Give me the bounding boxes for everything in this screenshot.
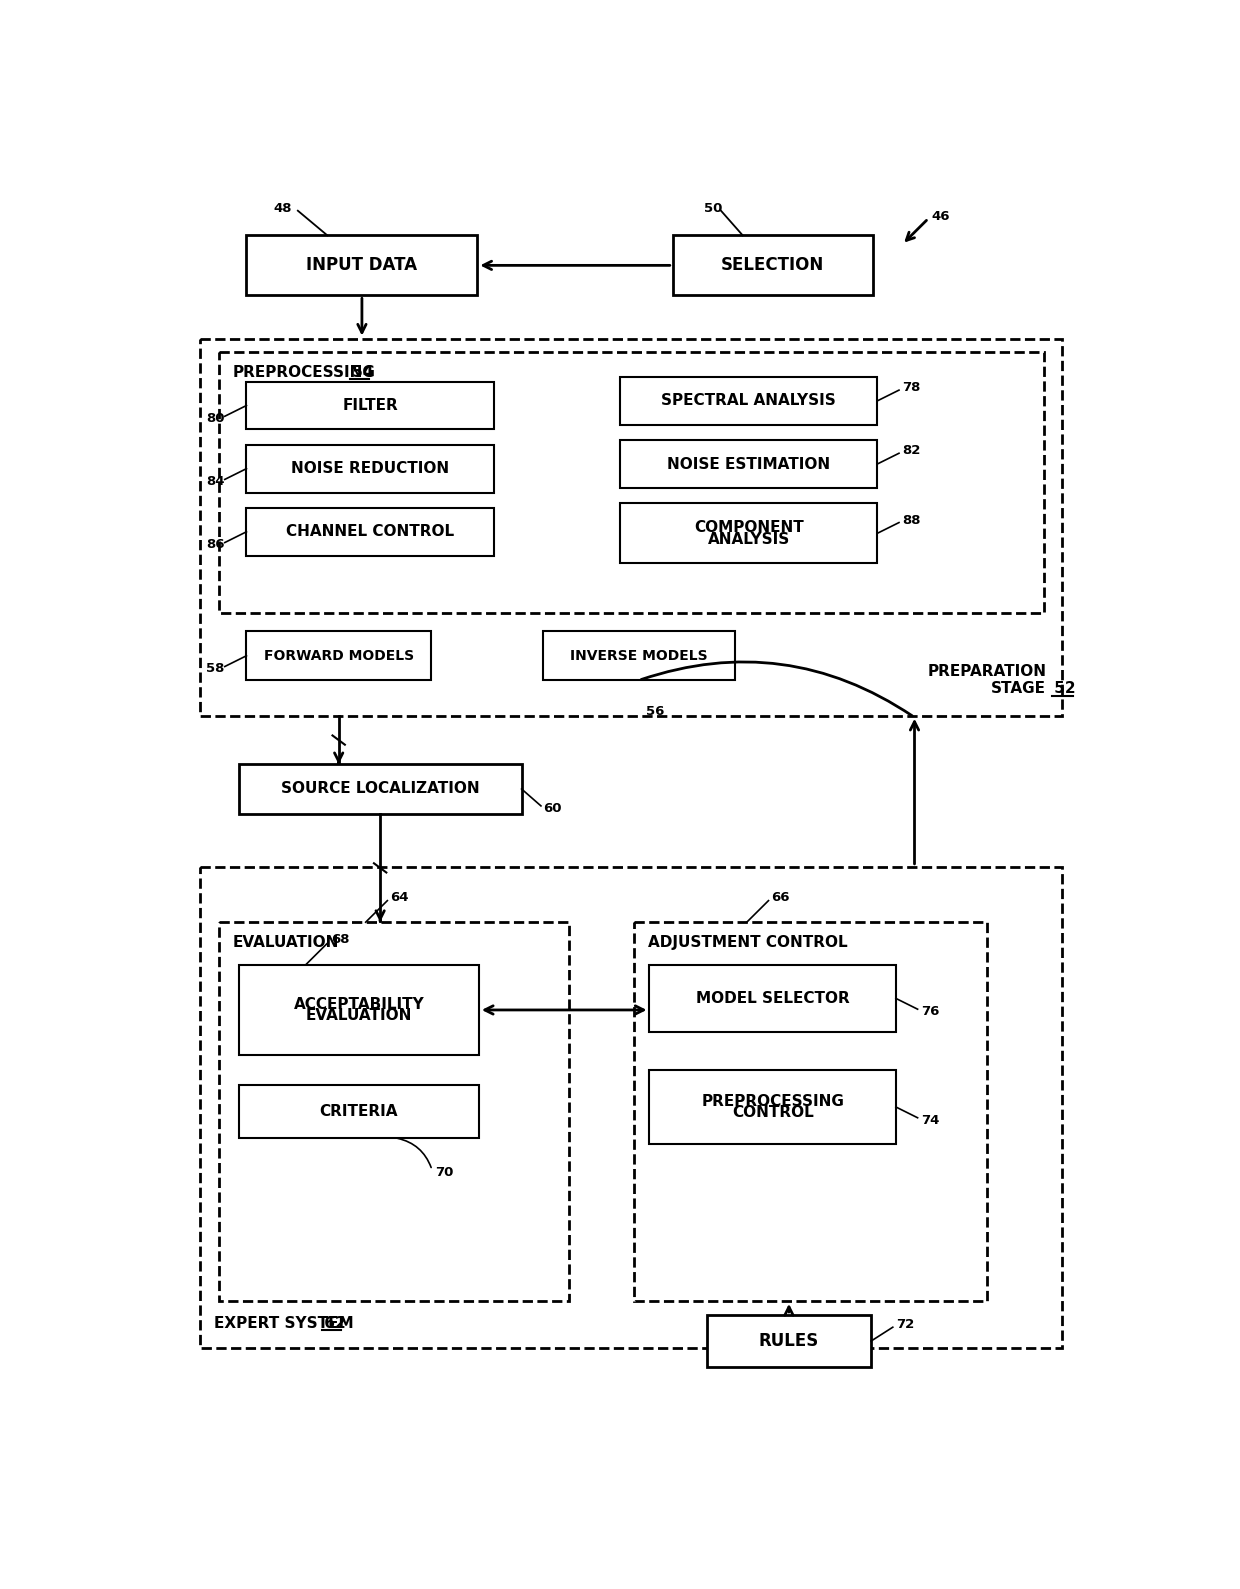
- Text: PREPARATION: PREPARATION: [928, 664, 1047, 679]
- Text: 72: 72: [895, 1319, 914, 1332]
- Text: 74: 74: [920, 1114, 939, 1127]
- Bar: [620, 440, 878, 488]
- Bar: [200, 866, 1061, 1347]
- Text: 80: 80: [206, 412, 224, 426]
- Bar: [247, 235, 477, 296]
- Text: 76: 76: [920, 1004, 939, 1019]
- Text: 78: 78: [903, 381, 920, 394]
- Text: NOISE ESTIMATION: NOISE ESTIMATION: [667, 456, 831, 472]
- Bar: [650, 965, 895, 1033]
- Text: 46: 46: [931, 210, 950, 222]
- Bar: [247, 445, 495, 493]
- Text: 58: 58: [206, 663, 224, 675]
- Text: 56: 56: [646, 704, 665, 718]
- Text: EVALUATION: EVALUATION: [305, 1009, 412, 1023]
- Text: 66: 66: [771, 891, 790, 904]
- Bar: [238, 1085, 479, 1138]
- Text: 86: 86: [206, 539, 224, 551]
- Text: NOISE REDUCTION: NOISE REDUCTION: [291, 461, 450, 477]
- Text: COMPONENT: COMPONENT: [693, 520, 804, 535]
- Text: 70: 70: [435, 1166, 454, 1179]
- Bar: [543, 631, 734, 680]
- Bar: [634, 922, 987, 1301]
- Text: CONTROL: CONTROL: [732, 1106, 813, 1120]
- Text: 54: 54: [347, 365, 373, 380]
- Text: RULES: RULES: [759, 1332, 820, 1351]
- Text: PREPROCESSING: PREPROCESSING: [702, 1093, 844, 1109]
- Text: 82: 82: [903, 445, 920, 458]
- Bar: [238, 764, 522, 814]
- Text: 84: 84: [206, 475, 224, 488]
- Text: FORWARD MODELS: FORWARD MODELS: [264, 648, 414, 663]
- Text: ADJUSTMENT CONTROL: ADJUSTMENT CONTROL: [649, 934, 847, 950]
- Bar: [650, 1069, 895, 1144]
- Text: EXPERT SYSTEM: EXPERT SYSTEM: [215, 1316, 353, 1332]
- Text: STAGE: STAGE: [991, 682, 1047, 696]
- Bar: [620, 377, 878, 424]
- Text: INVERSE MODELS: INVERSE MODELS: [570, 648, 707, 663]
- Text: ANALYSIS: ANALYSIS: [708, 532, 790, 547]
- Text: 50: 50: [704, 202, 723, 215]
- Bar: [247, 381, 495, 429]
- Text: SPECTRAL ANALYSIS: SPECTRAL ANALYSIS: [661, 394, 836, 408]
- Text: 64: 64: [391, 891, 409, 904]
- Bar: [200, 338, 1061, 715]
- Text: 52: 52: [1049, 682, 1076, 696]
- Bar: [620, 504, 878, 564]
- Text: FILTER: FILTER: [342, 397, 398, 413]
- Bar: [672, 235, 873, 296]
- Text: SELECTION: SELECTION: [720, 256, 825, 275]
- Text: EVALUATION: EVALUATION: [233, 934, 339, 950]
- Text: PREPROCESSING: PREPROCESSING: [233, 365, 376, 380]
- Text: SOURCE LOCALIZATION: SOURCE LOCALIZATION: [280, 782, 480, 796]
- Text: ACCEPTABILITY: ACCEPTABILITY: [294, 996, 424, 1012]
- Bar: [238, 965, 479, 1055]
- Text: CRITERIA: CRITERIA: [320, 1104, 398, 1119]
- Text: INPUT DATA: INPUT DATA: [306, 256, 418, 275]
- Bar: [218, 353, 1044, 613]
- Bar: [247, 631, 432, 680]
- Text: 48: 48: [273, 202, 291, 215]
- Bar: [218, 922, 569, 1301]
- Text: CHANNEL CONTROL: CHANNEL CONTROL: [286, 524, 455, 539]
- Bar: [707, 1314, 872, 1367]
- Bar: [247, 508, 495, 556]
- Text: 88: 88: [903, 513, 920, 526]
- Text: 68: 68: [331, 933, 350, 947]
- Text: MODEL SELECTOR: MODEL SELECTOR: [696, 992, 849, 1006]
- Text: 62: 62: [320, 1316, 346, 1332]
- Text: 60: 60: [543, 802, 562, 815]
